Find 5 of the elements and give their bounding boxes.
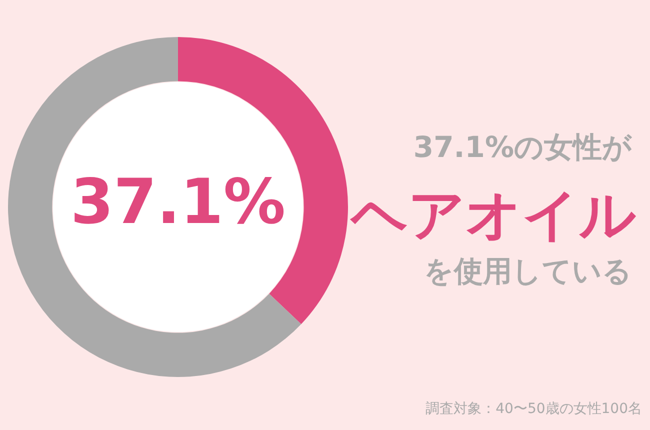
- text: 調査対象：40〜50歳の女性100名: [426, 400, 642, 418]
- text: 37.1%の女性が: [413, 129, 632, 166]
- text: ヘアオイル: [351, 182, 636, 250]
- data-label: 37.1%: [70, 165, 286, 238]
- text: を使用している: [424, 253, 632, 290]
